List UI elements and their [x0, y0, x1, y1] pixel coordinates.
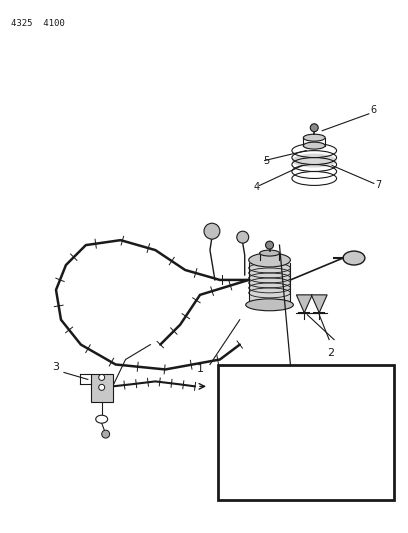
Bar — [249, 263, 290, 303]
Circle shape — [310, 124, 318, 132]
Text: 4325  4100: 4325 4100 — [11, 19, 65, 28]
Circle shape — [99, 375, 105, 381]
Circle shape — [204, 223, 220, 239]
Ellipse shape — [249, 253, 290, 267]
Circle shape — [237, 231, 249, 243]
Ellipse shape — [303, 142, 325, 149]
Text: 6: 6 — [371, 105, 377, 115]
Text: 7: 7 — [376, 181, 382, 190]
Text: 4: 4 — [254, 182, 260, 192]
Bar — [218, 365, 395, 500]
Text: 2: 2 — [328, 348, 335, 358]
Polygon shape — [296, 295, 312, 313]
Text: 5: 5 — [264, 156, 270, 166]
Ellipse shape — [246, 299, 293, 311]
Circle shape — [99, 384, 105, 390]
Circle shape — [102, 430, 110, 438]
Ellipse shape — [343, 251, 365, 265]
Circle shape — [266, 241, 273, 249]
Ellipse shape — [259, 250, 279, 256]
Text: 3: 3 — [53, 362, 60, 373]
Polygon shape — [311, 295, 327, 313]
Ellipse shape — [292, 154, 337, 167]
Text: 1: 1 — [197, 365, 204, 375]
Ellipse shape — [303, 134, 325, 141]
Bar — [91, 375, 113, 402]
Ellipse shape — [96, 415, 108, 423]
